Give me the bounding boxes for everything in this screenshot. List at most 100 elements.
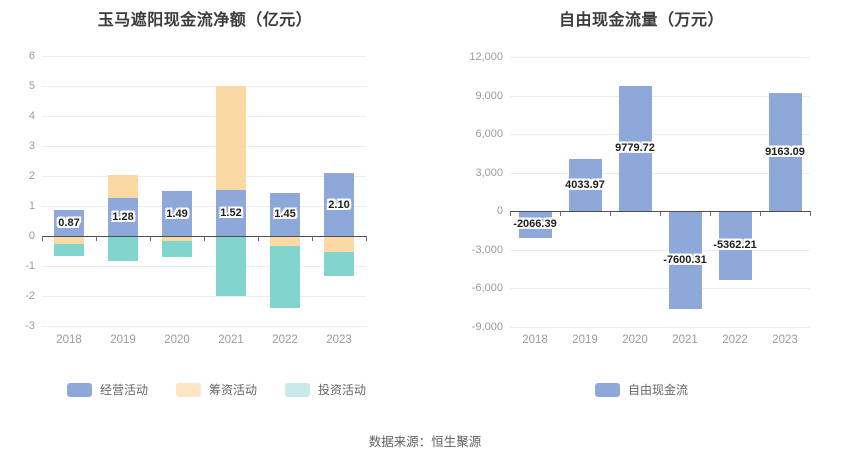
- legend-swatch-free-cash-flow: [594, 382, 620, 397]
- chart-title-net-cashflow: 玉马遮阳现金流净额（亿元）: [97, 12, 313, 29]
- bar-segment-operating-2021[interactable]: [216, 190, 246, 236]
- bar-segment-investing-2019[interactable]: [108, 236, 138, 261]
- x-axis-tick: [150, 236, 151, 241]
- grid-line: [42, 56, 366, 57]
- legend-item-operating[interactable]: 经营活动: [66, 381, 148, 398]
- x-tick-label: 2021: [218, 334, 244, 346]
- bar-value-label: -2066.39: [513, 218, 557, 230]
- data-source-note: 数据来源：恒生聚源: [368, 435, 482, 449]
- y-tick-label: -6,000: [471, 282, 503, 294]
- y-tick-label: -3,000: [471, 244, 503, 256]
- bar-segment-financing-2022[interactable]: [270, 236, 300, 246]
- grid-line: [42, 176, 366, 177]
- bar-value-label: 4033.97: [565, 179, 605, 191]
- grid-line: [42, 146, 366, 147]
- bar-value-label: 1.45: [274, 208, 296, 220]
- bar-segment-investing-2022[interactable]: [270, 245, 300, 309]
- x-axis-tick: [560, 211, 561, 216]
- y-tick-label: 1: [28, 200, 35, 212]
- y-tick-label: -1: [25, 260, 35, 272]
- y-tick-label: 12,000: [469, 51, 503, 63]
- bar-value-label: 1.49: [166, 208, 188, 220]
- grid-line: [42, 116, 366, 117]
- bar-segment-operating-2023[interactable]: [324, 173, 354, 236]
- x-tick-label: 2020: [164, 334, 190, 346]
- x-axis-tick: [710, 211, 711, 216]
- x-axis-tick: [96, 236, 97, 241]
- bar-segment-operating-2018[interactable]: [54, 209, 84, 236]
- y-tick-label: 3,000: [475, 167, 503, 179]
- x-tick-label: 2020: [622, 334, 648, 346]
- bar-segment-free-cash-flow-2020[interactable]: [619, 85, 652, 211]
- y-tick-label: 9,000: [475, 90, 503, 102]
- y-tick-label: -2: [25, 290, 35, 302]
- legend-item-investing[interactable]: 投资活动: [285, 381, 366, 398]
- legend-label: 投资活动: [318, 383, 367, 397]
- bar-segment-investing-2021[interactable]: [216, 236, 246, 296]
- y-tick-label: 6,000: [475, 128, 503, 140]
- legend-item-financing[interactable]: 筹资活动: [175, 381, 257, 398]
- bar-segment-investing-2023[interactable]: [324, 251, 354, 277]
- bar-value-label: -7600.31: [663, 254, 707, 266]
- grid-line: [510, 327, 810, 328]
- grid-line: [510, 134, 810, 135]
- bar-segment-financing-2023[interactable]: [324, 236, 354, 252]
- bar-segment-free-cash-flow-2022[interactable]: [719, 211, 752, 280]
- x-axis-tick: [258, 236, 259, 241]
- y-tick-label: -9,000: [471, 321, 503, 333]
- y-tick-label: 5: [28, 80, 35, 92]
- bar-segment-operating-2020[interactable]: [162, 191, 192, 236]
- bar-segment-operating-2022[interactable]: [270, 192, 300, 236]
- x-axis-tick: [610, 211, 611, 216]
- grid-line: [510, 288, 810, 289]
- legend-swatch-investing: [285, 382, 310, 397]
- chart-panel-net-cashflow: 玉马遮阳现金流净额（亿元） 6 5 4 3 2 1 0 -1 -2 -3 2018 0.87 2019 1…: [0, 0, 433, 408]
- bar-segment-free-cash-flow-2021[interactable]: [669, 211, 702, 309]
- legend-swatch-operating: [66, 382, 92, 397]
- grid-line: [510, 250, 810, 251]
- bar-segment-financing-2021[interactable]: [216, 86, 246, 191]
- grid-line: [42, 266, 366, 267]
- bar-segment-investing-2020[interactable]: [162, 241, 192, 257]
- bar-segment-financing-2020[interactable]: [162, 236, 192, 242]
- bar-value-label: 1.52: [220, 207, 242, 219]
- x-axis-tick: [660, 211, 661, 216]
- y-tick-label: 3: [28, 140, 35, 152]
- y-tick-label: 2: [28, 170, 35, 182]
- x-tick-label: 2018: [522, 334, 548, 346]
- x-axis-tick: [810, 211, 811, 216]
- legend-swatch-financing: [175, 382, 201, 397]
- grid-line: [42, 296, 366, 297]
- y-tick-label: 0: [28, 230, 35, 242]
- bar-value-label: 0.87: [58, 217, 80, 229]
- grid-line: [510, 96, 810, 97]
- grid-line: [42, 86, 366, 87]
- chart-panel-free-cashflow: 自由现金流量（万元） 12,000 9,000 6,000 3,000 0 -3,000 -…: [433, 0, 850, 408]
- bar-value-label: -5362.21: [713, 239, 757, 251]
- y-tick-label: 6: [28, 50, 35, 62]
- x-axis-tick: [366, 236, 367, 241]
- bar-segment-operating-2019[interactable]: [108, 197, 138, 236]
- bar-segment-free-cash-flow-2018[interactable]: [519, 211, 552, 238]
- y-tick-label: -3: [25, 320, 35, 332]
- bar-segment-investing-2018[interactable]: [54, 244, 84, 257]
- legend-label: 经营活动: [99, 383, 148, 397]
- legend-free-cashflow: 自由现金流: [433, 381, 850, 398]
- bar-segment-financing-2019[interactable]: [108, 174, 138, 198]
- grid-line: [510, 173, 810, 174]
- grid-line: [42, 326, 366, 327]
- bar-segment-free-cash-flow-2019[interactable]: [569, 159, 602, 211]
- bar-value-label: 1.28: [112, 211, 134, 223]
- bar-segment-financing-2018[interactable]: [54, 236, 84, 245]
- legend-item-free-cash-flow[interactable]: 自由现金流: [594, 381, 688, 398]
- bar-value-label: 9779.72: [615, 142, 655, 154]
- x-tick-label: 2022: [722, 334, 748, 346]
- legend-label: 筹资活动: [208, 383, 257, 397]
- bar-value-label: 9163.09: [765, 146, 805, 158]
- y-tick-label: 4: [28, 110, 35, 122]
- bar-segment-free-cash-flow-2023[interactable]: [769, 93, 802, 211]
- x-tick-label: 2019: [572, 334, 598, 346]
- grid-line: [42, 206, 366, 207]
- legend-net-cashflow: 经营活动 筹资活动 投资活动: [0, 381, 433, 398]
- x-tick-label: 2022: [272, 334, 298, 346]
